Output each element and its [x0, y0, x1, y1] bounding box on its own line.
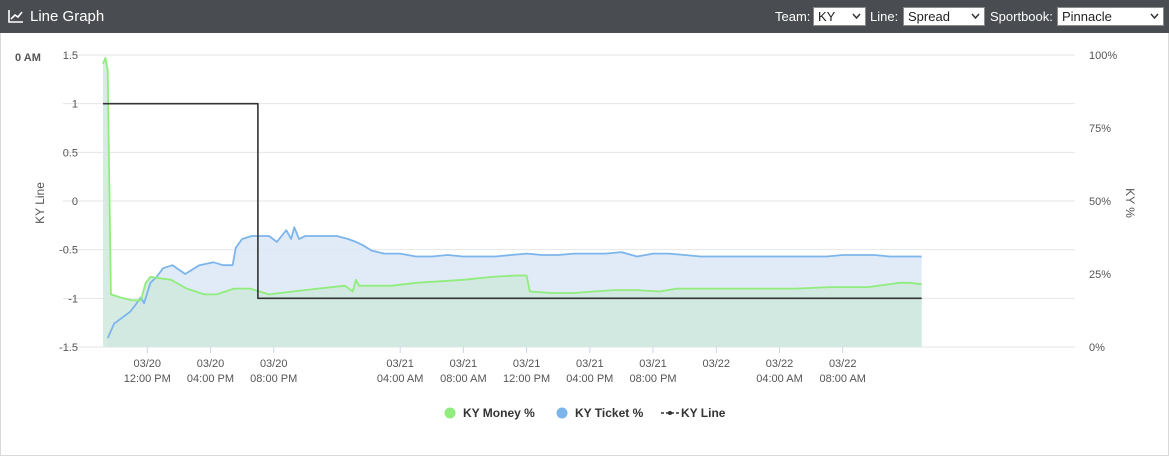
- left-axis-tick-label: 0: [72, 196, 78, 208]
- x-axis-tick-date: 03/22: [703, 358, 731, 370]
- sportbook-select-value: Pinnacle: [1062, 9, 1112, 24]
- line-chart-icon: [8, 10, 23, 23]
- x-axis-tick-date: 03/21: [576, 358, 604, 370]
- team-select-value: KY: [818, 9, 836, 24]
- x-axis-tick-date: 03/21: [639, 358, 667, 370]
- line-graph-chart: 1.5 1 0.5 0 -0.5 -1 -1.5 100% 75% 50% 25% 0% 03/20…: [15, 50, 1137, 420]
- x-axis-tick-time: 08:00 PM: [250, 373, 297, 385]
- series-line-ky-ticket-: [106, 226, 922, 339]
- left-axis-tick-label: -1.5: [59, 342, 78, 354]
- right-axis-tick-label: 100%: [1089, 50, 1117, 62]
- x-axis-tick-time: 04:00 PM: [566, 373, 613, 385]
- chart-series-lines: [102, 57, 922, 339]
- left-axis-tick-label: -1: [68, 293, 78, 305]
- left-axis-tick-label: -0.5: [59, 245, 78, 257]
- legend-marker-dot: [668, 411, 672, 415]
- right-axis-ticks: 100% 75% 50% 25% 0%: [1089, 50, 1117, 354]
- left-axis-tick-label: 1: [72, 99, 78, 111]
- x-axis-tick-date: 03/20: [133, 358, 161, 370]
- x-axis-tick-time: 08:00 AM: [440, 373, 486, 385]
- series-line-ky-line: [103, 102, 922, 300]
- x-axis-tick-date: 03/21: [513, 358, 541, 370]
- legend-marker-ky-money-: [444, 407, 456, 419]
- right-axis-tick-label: 0%: [1089, 342, 1105, 354]
- legend-item-label: KY Money %: [463, 406, 535, 420]
- x-axis-tick-date: 03/21: [450, 358, 478, 370]
- corner-time-label: 0 AM: [15, 52, 41, 64]
- series-line-ky-money-: [102, 57, 922, 302]
- sportbook-select[interactable]: Pinnacle: [1057, 7, 1164, 26]
- x-axis-tick-time: 04:00 AM: [756, 373, 802, 385]
- team-label: Team:: [775, 9, 811, 24]
- line-select-value: Spread: [908, 9, 950, 24]
- series-area-ky-money-: [103, 57, 922, 348]
- right-axis-tick-label: 50%: [1089, 196, 1111, 208]
- x-axis-tick-date: 03/22: [766, 358, 794, 370]
- legend-item-label: KY Ticket %: [575, 406, 644, 420]
- x-axis-tick-time: 08:00 AM: [819, 373, 865, 385]
- panel-title: Line Graph: [30, 8, 105, 25]
- x-axis-tick-time: 12:00 PM: [503, 373, 550, 385]
- left-axis-tick-label: 0.5: [63, 147, 78, 159]
- x-axis-ticks: 03/20 12:00 PM 03/20 04:00 PM 03/20 08:00 PM 0…: [124, 347, 866, 385]
- right-axis-tick-label: 25%: [1089, 269, 1111, 281]
- line-select[interactable]: Spread: [903, 7, 985, 26]
- chevron-down-icon: [971, 13, 980, 20]
- x-axis-tick-date: 03/22: [829, 358, 857, 370]
- x-axis-tick-time: 12:00 PM: [124, 373, 171, 385]
- x-axis-tick-time: 04:00 PM: [187, 373, 234, 385]
- x-axis-tick-time: 08:00 PM: [629, 373, 676, 385]
- left-axis-title: KY Line: [33, 182, 47, 224]
- chevron-down-icon: [852, 13, 861, 20]
- sportbook-label: Sportbook:: [990, 9, 1053, 24]
- right-axis-title: KY %: [1123, 188, 1137, 218]
- line-label: Line:: [870, 9, 899, 24]
- legend-marker-ky-ticket-: [556, 407, 568, 419]
- panel-header: Line Graph Team: KY Line: Spread Sportbo…: [0, 0, 1169, 33]
- x-axis-tick-time: 04:00 AM: [377, 373, 423, 385]
- team-select[interactable]: KY: [813, 7, 866, 26]
- left-axis-ticks: 1.5 1 0.5 0 -0.5 -1 -1.5: [59, 50, 78, 354]
- x-axis-tick-date: 03/21: [386, 358, 414, 370]
- chevron-down-icon: [1150, 13, 1159, 20]
- chart-legend: KY Money % KY Ticket % KY Line: [444, 406, 726, 420]
- left-axis-tick-label: 1.5: [63, 50, 78, 62]
- right-axis-tick-label: 75%: [1089, 123, 1111, 135]
- chart-area-fills: [103, 57, 922, 348]
- legend-item-label: KY Line: [681, 406, 726, 420]
- x-axis-tick-date: 03/20: [197, 358, 225, 370]
- x-axis-tick-date: 03/20: [260, 358, 288, 370]
